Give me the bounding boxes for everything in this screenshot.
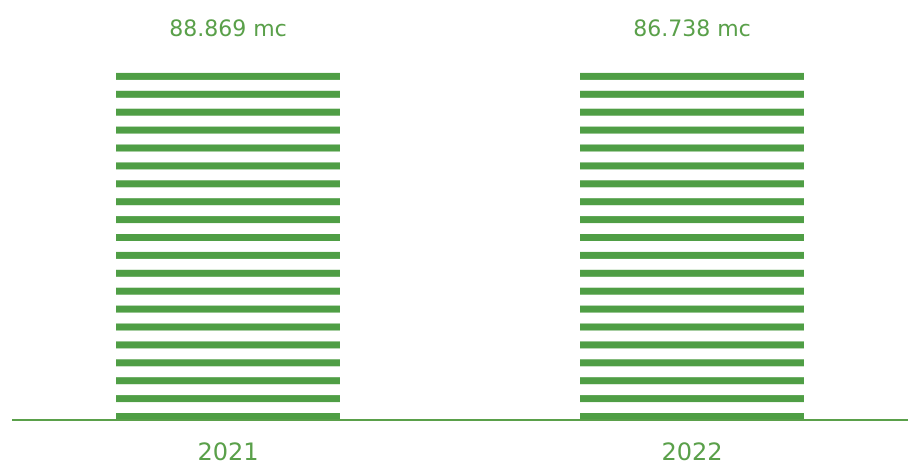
bar-stripe: [116, 413, 340, 420]
bar-stripe: [580, 395, 804, 403]
bar-stripe: [580, 90, 804, 98]
bar-stripe: [580, 341, 804, 349]
bar-stripe: [116, 90, 340, 98]
bar-stripe: [580, 234, 804, 241]
bar-stripe: [580, 72, 804, 80]
bar-stripe: [580, 198, 804, 206]
bar-stripe: [116, 287, 340, 295]
bar-stripe: [116, 72, 340, 80]
x-tick-label: 2022: [661, 438, 722, 462]
bar-stripe: [116, 144, 340, 152]
bar-stripe: [116, 162, 340, 170]
bar-value-label: 86.738 mc: [633, 17, 751, 42]
bar-stripe: [116, 269, 340, 277]
bar-stripe: [116, 341, 340, 349]
bar-stripe: [580, 126, 804, 134]
bar-stripe: [116, 359, 340, 367]
bar-stripe: [116, 305, 340, 313]
bar-stripe: [116, 198, 340, 206]
bar-stripe: [580, 251, 804, 259]
bar-stripe: [580, 413, 804, 420]
x-tick-label: 2021: [197, 438, 258, 462]
bar-stripe: [116, 180, 340, 188]
bar-value-label: 88.869 mc: [169, 17, 287, 42]
labels-layer: 88.869 mc 2021 86.738 mc 2022: [169, 17, 751, 462]
bar-stripe: [116, 377, 340, 385]
bar-stripe: [580, 180, 804, 188]
bar-stripe: [116, 234, 340, 241]
bar-stripe: [580, 108, 804, 116]
bar-stripe: [580, 305, 804, 313]
bar-stripe: [580, 287, 804, 295]
bar-stripe: [116, 108, 340, 116]
bar-stripe: [116, 323, 340, 331]
bar-2022: [580, 72, 804, 420]
bar-stripe: [116, 251, 340, 259]
bar-stripe: [580, 377, 804, 385]
bar-stripe: [580, 144, 804, 152]
bar-stripe: [580, 323, 804, 331]
bar-stripe: [116, 395, 340, 403]
bar-stripe: [580, 269, 804, 277]
bars-layer: [116, 72, 804, 420]
bar-stripe: [116, 216, 340, 224]
bar-stripe: [580, 216, 804, 224]
bar-stripe: [116, 126, 340, 134]
bar-stripe: [580, 162, 804, 170]
bar-2021: [116, 72, 340, 420]
bar-stripe: [580, 359, 804, 367]
